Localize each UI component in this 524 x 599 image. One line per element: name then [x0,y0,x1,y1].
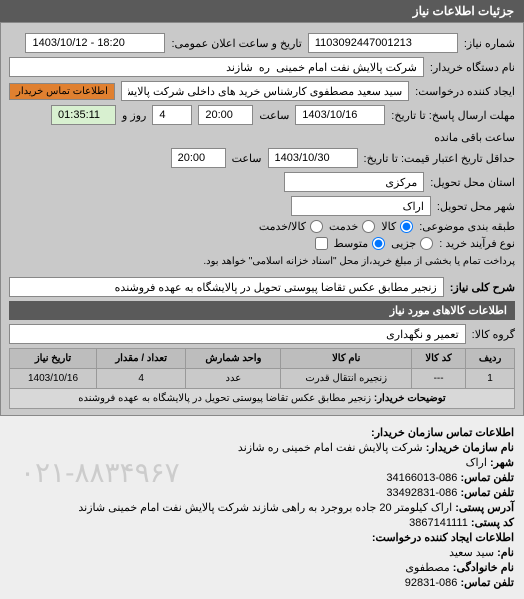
creator-field[interactable] [121,81,409,101]
items-section-title: اطلاعات کالاهای مورد نیاز [9,301,515,320]
proc-radio-medium[interactable] [372,237,385,250]
ctel-value: 086-92831 [405,577,458,589]
pkg-service-label: خدمت [329,220,358,233]
cell-name: زنجیره انتقال قدرت [281,369,411,389]
tel-value: 086-34166013 [386,472,457,484]
desc-label: شرح کلی نیاز: [450,281,515,294]
cell-qty: 4 [97,369,186,389]
validity-hour-label: ساعت [232,152,262,165]
tel-label: تلفن تماس: [460,472,514,484]
delivery-city-label: شهر محل تحویل: [437,200,515,213]
validity-date-field[interactable] [268,148,358,168]
col-code: کد کالا [411,349,465,369]
group-label: گروه کالا: [472,328,515,341]
postal-value: 3867141111 [409,517,468,529]
cell-date: 1403/10/16 [10,369,97,389]
deadline-hour-label: ساعت [259,109,289,122]
desc-field[interactable] [9,277,444,297]
deadline-label: مهلت ارسال پاسخ: تا تاریخ: [391,109,515,122]
announce-field[interactable] [25,33,165,53]
main-panel: شماره نیاز: تاریخ و ساعت اعلان عمومی: نا… [0,22,524,416]
pkg-label: طبقه بندی موضوعی: [419,220,515,233]
city-value: اراک [466,457,487,469]
validity-hour-field[interactable] [171,148,226,168]
process-note: پرداخت تمام یا بخشی از مبلغ خرید،از محل … [203,256,515,267]
family-label: نام خانوادگی: [453,562,514,574]
family-value: مصطفوی [405,562,449,574]
treasury-checkbox[interactable] [315,237,328,250]
buyer-field[interactable] [9,57,424,77]
addr-value: اراک کیلومتر 20 جاده بروجرد به راهی شازن… [78,502,452,514]
name-label: نام: [497,547,514,559]
validity-label: حداقل تاریخ اعتبار قیمت: تا تاریخ: [364,152,515,165]
contact-section: ۰۲۱-۸۸۳۴۹۶۷ اطلاعات تماس سازمان خریدار: … [0,416,524,599]
pkg-goods-label: کالا [381,220,396,233]
remain-label: ساعت باقی مانده [434,131,515,144]
delivery-city-field[interactable] [291,196,431,216]
col-qty: تعداد / مقدار [97,349,186,369]
org-value: شرکت پالایش نفت امام خمینی ره شازند [238,442,423,454]
buyer-note-text: زنجیر مطابق عکس تقاضا پیوستی تحویل در پا… [78,393,371,404]
days-label: روز و [122,109,146,122]
contact-title: اطلاعات تماس سازمان خریدار: [10,426,514,439]
table-row[interactable]: 1 --- زنجیره انتقال قدرت عدد 4 1403/10/1… [10,369,515,389]
buyer-note-label: توضیحات خریدار: [374,393,446,404]
process-label: نوع فرآیند خرید : [439,237,515,250]
proc-medium-label: متوسط [334,237,369,250]
delivery-state-label: استان محل تحویل: [430,176,515,189]
group-field[interactable] [9,324,466,344]
days-field[interactable] [152,105,192,125]
delivery-state-field[interactable] [284,172,424,192]
pkg-radio-goods[interactable] [400,220,413,233]
buyer-label: نام دستگاه خریدار: [430,61,515,74]
cell-row: 1 [466,369,515,389]
deadline-hour-field[interactable] [198,105,253,125]
items-table: ردیف کد کالا نام کالا واحد شمارش تعداد /… [9,348,515,409]
pkg-radio-service[interactable] [362,220,375,233]
proc-small-label: جزیی [391,237,416,250]
org-label: نام سازمان خریدار: [426,442,514,454]
addr-label: آدرس پستی: [455,502,514,514]
col-name: نام کالا [281,349,411,369]
remain-field [51,105,116,125]
cell-unit: عدد [186,369,281,389]
city-label: شهر: [490,457,514,469]
creator-label: ایجاد کننده درخواست: [415,85,515,98]
postal-label: کد پستی: [471,517,514,529]
pkg-both-label: کالا/خدمت [259,220,306,233]
announce-label: تاریخ و ساعت اعلان عمومی: [171,37,301,50]
ctel-label: تلفن تماس: [460,577,514,589]
col-date: تاریخ نیاز [10,349,97,369]
cell-code: --- [411,369,465,389]
col-row: ردیف [466,349,515,369]
need-no-field[interactable] [308,33,458,53]
buyer-note-row: توضیحات خریدار: زنجیر مطابق عکس تقاضا پی… [10,389,515,409]
panel-title: جزئیات اطلاعات نیاز [0,0,524,22]
fax-value: 086-33492831 [386,487,457,499]
name-value: سید سعید [449,547,494,559]
col-unit: واحد شمارش [186,349,281,369]
fax-label: تلفن تماس: [460,487,514,499]
deadline-date-field[interactable] [295,105,385,125]
pkg-radio-both[interactable] [310,220,323,233]
need-no-label: شماره نیاز: [464,37,515,50]
proc-radio-small[interactable] [420,237,433,250]
creator-title: اطلاعات ایجاد کننده درخواست: [10,531,514,544]
contact-button[interactable]: اطلاعات تماس خریدار [9,83,115,100]
